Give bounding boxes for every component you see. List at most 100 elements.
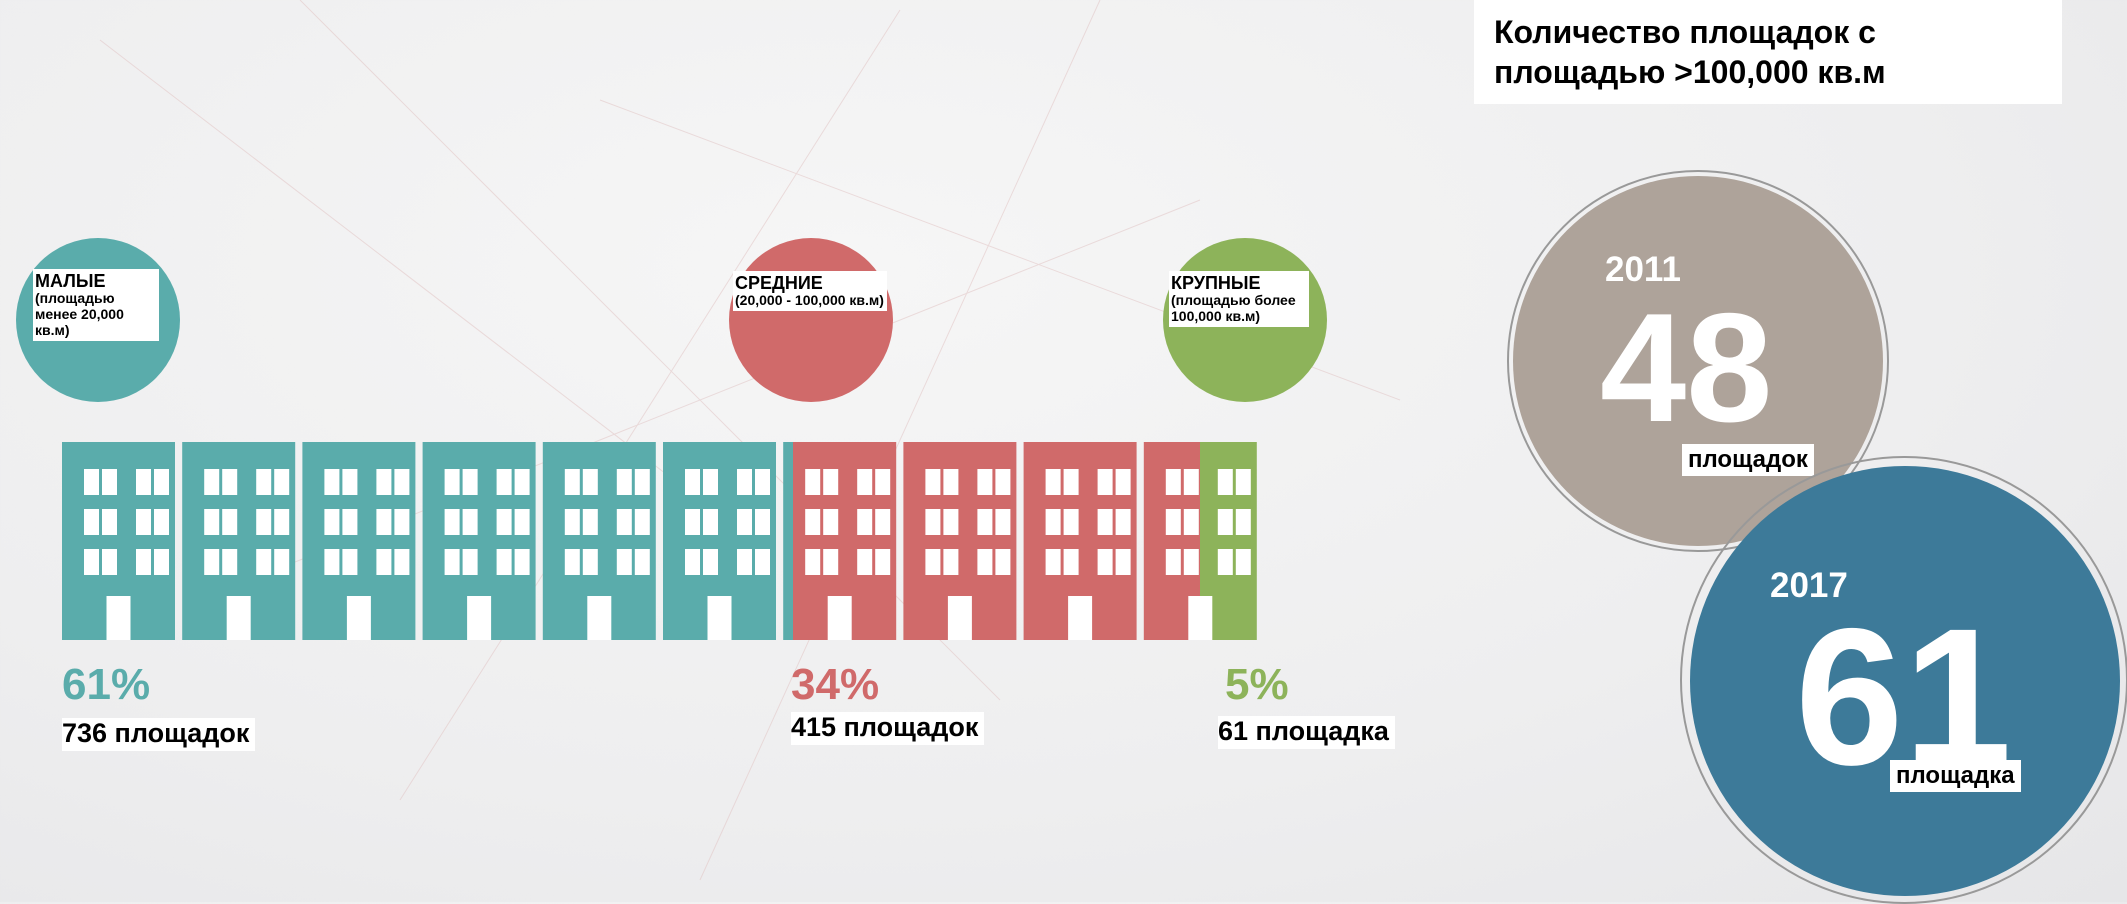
window [102,469,117,495]
door [347,596,371,640]
window [1098,549,1113,575]
window [102,509,117,535]
door [708,596,732,640]
window [685,509,700,535]
window [84,509,99,535]
network-lines [100,0,1400,880]
window [977,549,992,575]
window [943,509,958,535]
door [948,596,972,640]
window [737,469,752,495]
window [463,469,478,495]
window [497,549,512,575]
window [84,469,99,495]
label-box: МАЛЫЕ (площадью менее 20,000 кв.м) [33,269,159,341]
window [703,509,718,535]
window [1064,509,1079,535]
window [1184,509,1199,535]
window [1184,469,1199,495]
window [376,469,391,495]
window [823,509,838,535]
window [1166,469,1181,495]
panel-title: Количество площадок с площадью >100,000 … [1474,0,2062,104]
window [497,509,512,535]
window [1116,469,1131,495]
window [1236,469,1251,495]
window [342,509,357,535]
window [324,549,339,575]
window [84,549,99,575]
share: 5% [1225,660,1289,710]
window [1046,469,1061,495]
segment-description: (20,000 - 100,000 кв.м) [735,292,885,308]
window [136,469,151,495]
window [1116,509,1131,535]
window [805,509,820,535]
window [875,549,890,575]
segment-name: МАЛЫЕ [35,272,157,290]
window [274,469,289,495]
window [875,469,890,495]
window [617,509,632,535]
window [857,469,872,495]
window [685,469,700,495]
window [823,469,838,495]
window [737,509,752,535]
window [823,549,838,575]
door [1188,596,1212,640]
window [583,549,598,575]
window [274,509,289,535]
window [565,509,580,535]
window [204,469,219,495]
window [1236,549,1251,575]
segment-description: (площадью более 100,000 кв.м) [1171,292,1307,324]
window [925,549,940,575]
window [1046,549,1061,575]
window [515,549,530,575]
label-box: СРЕДНИЕ (20,000 - 100,000 кв.м) [733,271,887,311]
window [1218,509,1233,535]
window [857,509,872,535]
window [635,469,650,495]
window [445,549,460,575]
door [227,596,251,640]
window [394,469,409,495]
window [685,549,700,575]
window [497,469,512,495]
window [324,469,339,495]
window [154,549,169,575]
window [342,469,357,495]
window [204,549,219,575]
value: 48 [1600,290,1772,445]
window [463,549,478,575]
door [828,596,852,640]
count: 61 площадка [1218,716,1395,749]
window [1098,469,1113,495]
window [977,469,992,495]
segment-name: КРУПНЫЕ [1171,274,1307,292]
door [467,596,491,640]
window [805,549,820,575]
share: 34% [791,660,879,710]
door [1068,596,1092,640]
window [136,509,151,535]
label-box: КРУПНЫЕ (площадью более 100,000 кв.м) [1169,271,1309,327]
window [1218,469,1233,495]
share: 61% [62,660,150,710]
window [737,549,752,575]
window [857,549,872,575]
window [1046,509,1061,535]
window [1098,509,1113,535]
window [703,549,718,575]
window [1064,549,1079,575]
unit: площадок [1682,444,1814,476]
window [394,509,409,535]
window [256,549,271,575]
window [617,549,632,575]
window [617,469,632,495]
page: МАЛЫЕ (площадью менее 20,000 кв.м) СРЕДН… [0,0,2127,902]
count: 415 площадок [791,712,984,745]
window [1218,549,1233,575]
window [515,469,530,495]
window [1166,549,1181,575]
